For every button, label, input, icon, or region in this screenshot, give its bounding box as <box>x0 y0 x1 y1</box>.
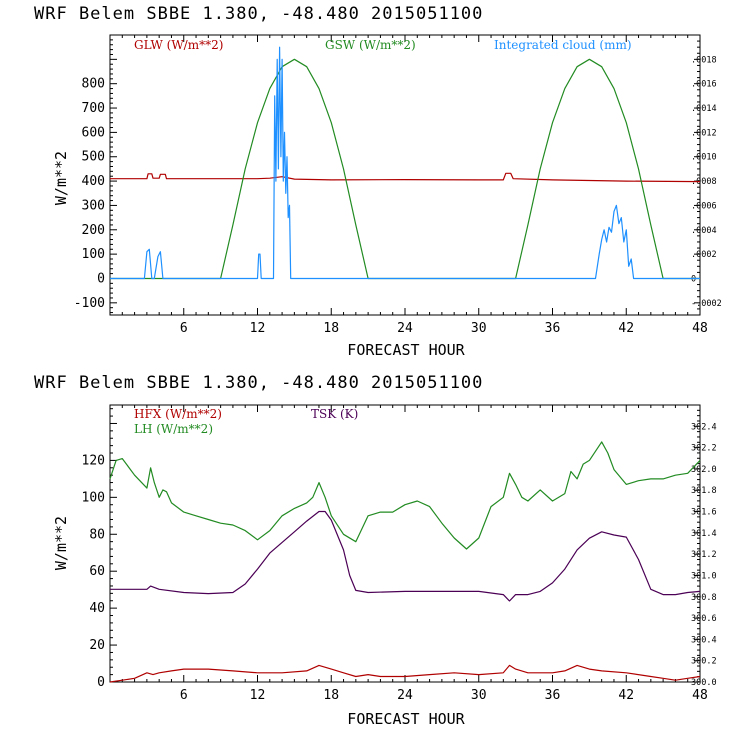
glw-series-line <box>110 172 701 183</box>
y-tick-label: -100 <box>74 296 105 311</box>
right-tick-label: .0016 <box>691 80 717 90</box>
panel2-series <box>109 441 701 683</box>
legend-lh: LH (W/m**2) <box>134 422 213 436</box>
x-tick-label: 18 <box>323 321 339 336</box>
x-tick-label: 42 <box>618 688 634 703</box>
right-tick-label: .0004 <box>691 226 717 236</box>
right-tick-label: .0018 <box>691 55 717 65</box>
y-tick-label: 100 <box>82 247 105 262</box>
legend-glw: GLW (W/m**2) <box>134 38 223 52</box>
right-tick-label: 302.2 <box>691 444 717 454</box>
panel1-ticks: 6 12 18 24 30 36 42 48 -100 0 100 200 300 400 500 600 70… <box>74 34 722 336</box>
right-tick-label: 302.4 <box>691 422 717 432</box>
heat-flux-panel: WRF Belem SBBE 1.380, -48.480 2015051100… <box>34 373 717 728</box>
radiation-cloud-panel: WRF Belem SBBE 1.380, -48.480 2015051100… <box>34 4 722 359</box>
panel2-ticks: 6 12 18 24 30 36 42 48 0 20 40 60 80 100 120 300.0 300.2… <box>82 404 717 703</box>
panel2-title: WRF Belem SBBE 1.380, -48.480 2015051100 <box>34 373 483 393</box>
gsw-series-line <box>110 58 700 280</box>
panel2-x-axis-label: FORECAST HOUR <box>347 710 465 728</box>
x-tick-label: 36 <box>545 321 561 336</box>
y-tick-label: 500 <box>82 150 105 165</box>
right-tick-label: .0006 <box>691 201 717 211</box>
x-tick-label: 30 <box>471 321 487 336</box>
panel1-x-axis-label: FORECAST HOUR <box>347 341 465 359</box>
x-tick-label: 6 <box>180 688 188 703</box>
x-tick-label: 6 <box>180 321 188 336</box>
y-tick-label: 300 <box>82 198 105 213</box>
right-tick-label: .0012 <box>691 128 717 138</box>
x-tick-label: 42 <box>618 321 634 336</box>
lh-series-line <box>109 441 701 550</box>
right-tick-label: 300.6 <box>691 614 717 624</box>
legend-gsw: GSW (W/m**2) <box>325 38 416 52</box>
panel1-y-axis-label: W/m**2 <box>52 151 70 205</box>
right-tick-label: 301.4 <box>691 529 717 539</box>
legend-hfx: HFX (W/m**2) <box>134 407 222 421</box>
y-tick-label: 800 <box>82 77 105 92</box>
right-tick-label: 301.0 <box>691 571 717 581</box>
x-tick-label: 24 <box>397 688 413 703</box>
hfx-series-line <box>109 664 701 683</box>
right-tick-label: .0014 <box>691 104 717 114</box>
y-tick-label: 0 <box>97 271 105 286</box>
x-tick-label: 36 <box>545 688 561 703</box>
panel1-plot-frame <box>109 34 701 316</box>
right-tick-label: 300.2 <box>691 657 717 667</box>
right-tick-label: 301.6 <box>691 508 717 518</box>
x-tick-label: 18 <box>323 688 339 703</box>
y-tick-label: 700 <box>82 101 105 116</box>
y-tick-label: 60 <box>89 564 105 579</box>
right-tick-label: 300.4 <box>691 635 717 645</box>
right-tick-label: 301.2 <box>691 550 717 560</box>
tsk-series-line <box>110 510 701 602</box>
panel1-title: WRF Belem SBBE 1.380, -48.480 2015051100 <box>34 4 483 24</box>
right-tick-label: 0 <box>691 274 696 284</box>
right-tick-label: 302.0 <box>691 465 717 475</box>
legend-tsk: TSK (K) <box>311 407 358 421</box>
y-tick-label: 120 <box>82 453 105 468</box>
x-tick-label: 48 <box>692 321 708 336</box>
legend-cloud: Integrated cloud (mm) <box>494 38 632 52</box>
y-tick-label: 80 <box>89 527 105 542</box>
right-tick-label: 301.8 <box>691 486 717 496</box>
right-tick-label: 300.0 <box>691 678 717 688</box>
y-tick-label: 400 <box>82 174 105 189</box>
panel2-y-axis-label: W/m**2 <box>52 516 70 570</box>
panel2-plot-frame <box>109 404 701 683</box>
x-tick-label: 30 <box>471 688 487 703</box>
x-tick-label: 12 <box>250 688 266 703</box>
x-tick-label: 24 <box>397 321 413 336</box>
right-tick-label: .0002 <box>691 250 717 260</box>
x-tick-label: 12 <box>250 321 266 336</box>
y-tick-label: 0 <box>97 675 105 690</box>
y-tick-label: 200 <box>82 223 105 238</box>
y-tick-label: 100 <box>82 490 105 505</box>
y-tick-label: 40 <box>89 601 105 616</box>
right-tick-label: 300.8 <box>691 593 717 603</box>
y-tick-label: 600 <box>82 125 105 140</box>
x-tick-label: 48 <box>692 688 708 703</box>
right-tick-label: -.0002 <box>691 299 722 309</box>
integrated-series-line <box>110 46 700 280</box>
panel1-series <box>110 46 701 280</box>
right-tick-label: .0010 <box>691 153 717 163</box>
y-tick-label: 20 <box>89 638 105 653</box>
right-tick-label: .0008 <box>691 177 717 187</box>
